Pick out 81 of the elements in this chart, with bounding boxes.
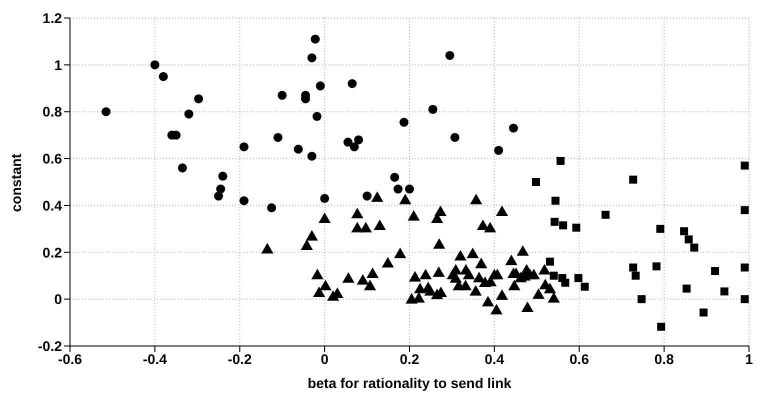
- point: [561, 278, 570, 287]
- x-tick-label: 0.8: [654, 350, 674, 367]
- point: [711, 267, 720, 276]
- point: [394, 184, 403, 194]
- point: [740, 264, 749, 272]
- point: [310, 34, 320, 44]
- x-tick-label: 0.2: [400, 350, 420, 367]
- point: [720, 287, 728, 296]
- point: [158, 72, 168, 82]
- point: [399, 118, 408, 127]
- point: [178, 163, 187, 172]
- point: [602, 210, 610, 219]
- point: [574, 274, 582, 282]
- point: [445, 50, 454, 60]
- point: [348, 79, 357, 88]
- y-axis-title: constant: [8, 153, 24, 212]
- point: [532, 178, 540, 186]
- point: [740, 162, 749, 170]
- point: [740, 206, 749, 214]
- point: [218, 172, 228, 181]
- point: [273, 132, 282, 142]
- x-tick-label: 0.6: [570, 350, 590, 367]
- point: [312, 112, 322, 121]
- x-tick-label: 0.4: [484, 350, 504, 367]
- y-tick-label: 1: [54, 56, 62, 73]
- point: [214, 192, 224, 201]
- point: [550, 218, 559, 226]
- point: [657, 322, 666, 331]
- point: [551, 196, 560, 205]
- x-tick-label: 1: [745, 350, 754, 367]
- x-tick-label: -0.4: [142, 350, 168, 367]
- point: [629, 176, 638, 184]
- point: [294, 144, 303, 154]
- point: [307, 152, 316, 161]
- point: [740, 295, 749, 304]
- point: [267, 203, 276, 212]
- point: [656, 224, 664, 233]
- point: [450, 132, 460, 142]
- point: [680, 227, 688, 236]
- point: [278, 90, 287, 100]
- point: [239, 196, 249, 206]
- point: [682, 284, 691, 293]
- point: [572, 224, 580, 232]
- point: [102, 107, 111, 116]
- point: [652, 262, 660, 270]
- y-tick-label: 0.6: [42, 150, 62, 167]
- point: [320, 194, 330, 203]
- y-tick-label: 0.8: [42, 104, 62, 120]
- x-tick-label: 0: [320, 350, 329, 367]
- y-tick-label: 0.4: [42, 197, 62, 214]
- point: [546, 258, 554, 266]
- point: [632, 272, 640, 280]
- y-tick-label: 0.2: [42, 244, 62, 260]
- point: [580, 282, 589, 291]
- point: [629, 264, 638, 272]
- point: [343, 138, 352, 147]
- point: [350, 142, 359, 152]
- point: [239, 142, 249, 152]
- point: [428, 104, 438, 114]
- point: [700, 308, 708, 316]
- point: [307, 53, 316, 62]
- point: [362, 192, 372, 201]
- point: [316, 81, 325, 90]
- y-tick-label: 1.2: [42, 10, 62, 26]
- x-axis-title: beta for rationality to send link: [308, 375, 512, 391]
- point: [354, 135, 364, 144]
- point: [390, 172, 400, 182]
- point: [404, 184, 414, 194]
- point: [184, 110, 194, 119]
- point: [684, 235, 693, 244]
- x-tick-label: -0.2: [228, 350, 252, 367]
- point: [559, 221, 568, 230]
- point: [494, 146, 504, 155]
- point: [508, 124, 518, 133]
- point: [150, 60, 160, 70]
- point: [194, 94, 204, 104]
- y-tick-label: 0: [54, 291, 62, 308]
- point: [690, 244, 698, 252]
- point: [638, 295, 646, 304]
- point: [550, 272, 558, 280]
- point: [556, 156, 565, 165]
